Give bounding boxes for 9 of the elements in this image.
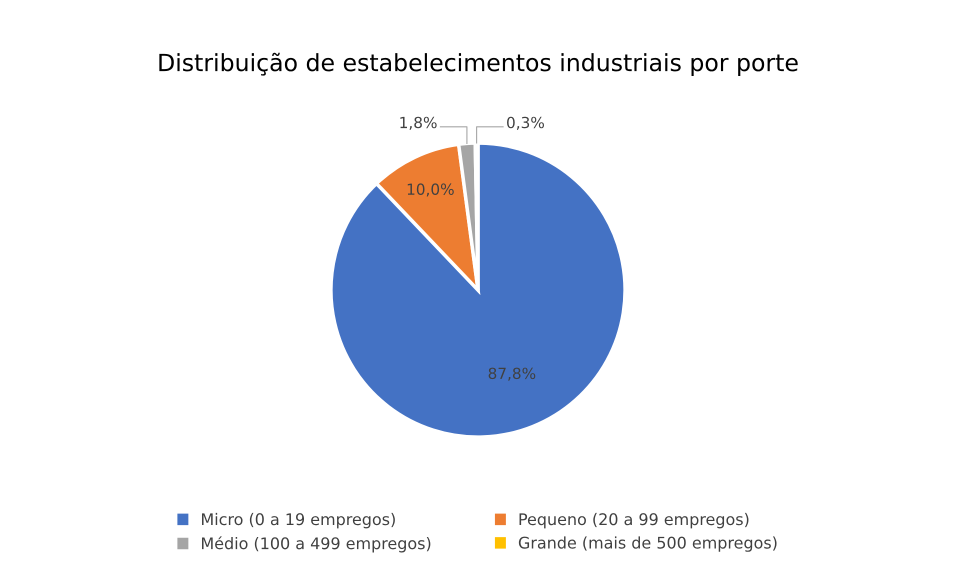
- legend-label: Médio (100 a 499 empregos): [202, 536, 430, 552]
- legend-label: Micro (0 a 19 empregos): [202, 512, 395, 528]
- data-label: 10,0%: [408, 183, 454, 197]
- data-label: 87,8%: [488, 368, 536, 381]
- data-label: 0,3%: [507, 116, 544, 130]
- legend-label: Grande (mais de 500 empregos): [518, 536, 777, 552]
- chart-title: Distribuição de estabelecimentos industriais por porte: [159, 52, 798, 76]
- data-label: 1,8%: [400, 116, 437, 130]
- legend-label: Pequeno (20 a 99 empregos): [520, 512, 748, 528]
